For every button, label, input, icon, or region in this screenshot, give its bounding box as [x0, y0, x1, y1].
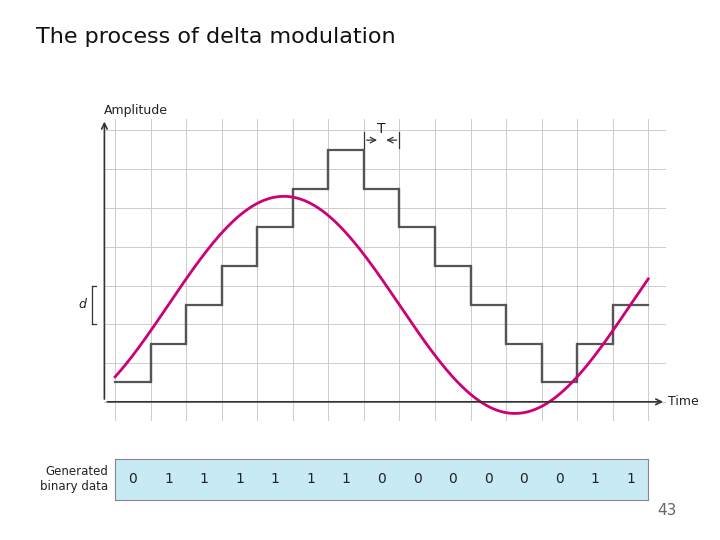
- Text: d: d: [78, 299, 86, 312]
- Text: 0: 0: [555, 472, 564, 486]
- Text: 1: 1: [199, 472, 208, 486]
- Text: T: T: [377, 122, 386, 136]
- Text: 1: 1: [626, 472, 635, 486]
- Text: 0: 0: [128, 472, 138, 486]
- Text: 1: 1: [164, 472, 173, 486]
- Text: 0: 0: [484, 472, 492, 486]
- Text: 1: 1: [342, 472, 351, 486]
- Text: 0: 0: [377, 472, 386, 486]
- Text: 43: 43: [657, 503, 677, 518]
- Text: 1: 1: [271, 472, 279, 486]
- Text: 1: 1: [590, 472, 599, 486]
- Text: 0: 0: [519, 472, 528, 486]
- Text: 0: 0: [413, 472, 422, 486]
- Text: Time: Time: [667, 395, 698, 408]
- Text: The process of delta modulation: The process of delta modulation: [36, 27, 395, 47]
- Text: Generated
binary data: Generated binary data: [40, 465, 108, 493]
- Text: 1: 1: [306, 472, 315, 486]
- Text: 1: 1: [235, 472, 244, 486]
- Text: 0: 0: [449, 472, 457, 486]
- Text: Amplitude: Amplitude: [104, 104, 168, 117]
